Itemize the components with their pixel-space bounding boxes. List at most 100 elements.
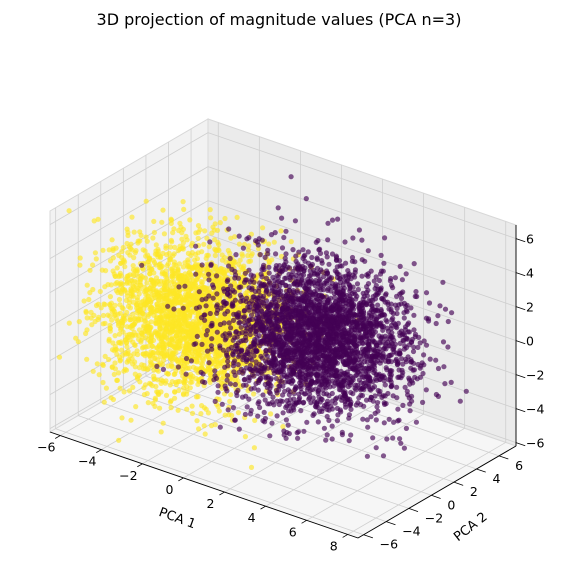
data-point [217, 424, 223, 430]
data-point [388, 322, 395, 328]
data-point [267, 433, 273, 439]
data-point [411, 344, 417, 350]
data-point [394, 325, 400, 331]
data-point [411, 367, 417, 373]
data-point [388, 275, 394, 282]
data-point [232, 381, 238, 388]
data-point [132, 315, 138, 321]
data-point [321, 369, 327, 375]
data-point [258, 271, 264, 277]
data-point [345, 384, 351, 390]
data-point [199, 349, 205, 355]
data-point [140, 366, 146, 372]
data-point [307, 263, 313, 269]
data-point [123, 367, 130, 373]
data-point [236, 352, 242, 358]
data-point [233, 252, 239, 258]
data-point [246, 267, 252, 273]
data-point [294, 430, 300, 436]
data-point [301, 428, 307, 434]
data-point [129, 214, 135, 220]
data-point [158, 429, 164, 435]
data-point [236, 241, 242, 247]
data-point [248, 272, 254, 278]
data-point [145, 312, 151, 318]
data-point [118, 273, 124, 279]
data-point [384, 436, 390, 442]
data-point [283, 251, 289, 257]
data-point [371, 384, 378, 390]
data-point [397, 263, 403, 269]
data-point [247, 344, 253, 350]
data-point [325, 369, 331, 375]
data-point [186, 314, 192, 321]
grid-z-right [207, 166, 517, 273]
data-point [395, 406, 401, 412]
data-point [127, 314, 133, 321]
data-point [163, 245, 169, 251]
data-point [217, 370, 223, 376]
data-point [154, 345, 161, 351]
data-point [234, 392, 240, 399]
data-point [445, 344, 451, 350]
data-point [320, 387, 326, 393]
data-point [242, 270, 248, 276]
data-point [189, 264, 195, 270]
data-point [345, 380, 351, 386]
data-point [272, 277, 278, 284]
data-point [215, 354, 221, 360]
data-point [163, 296, 170, 302]
data-point [149, 343, 155, 349]
data-point [180, 199, 186, 205]
data-point [114, 377, 120, 383]
data-point [168, 257, 174, 263]
data-point [235, 410, 241, 416]
data-point [117, 310, 123, 316]
data-point [194, 333, 200, 339]
data-point [172, 395, 178, 401]
data-point [323, 250, 329, 256]
data-point [390, 315, 396, 321]
data-point [124, 273, 130, 279]
data-point [227, 398, 233, 404]
data-point [246, 285, 252, 291]
data-point [185, 365, 191, 371]
data-point [159, 308, 165, 314]
data-point [148, 319, 154, 325]
data-point [229, 303, 235, 309]
data-point [164, 263, 170, 269]
data-point [169, 324, 175, 330]
data-point [273, 306, 279, 312]
data-point [126, 244, 132, 250]
data-point [127, 305, 133, 311]
data-point [289, 322, 295, 328]
data-point [122, 288, 128, 294]
data-point [108, 282, 114, 288]
data-point [192, 257, 198, 263]
data-point [315, 419, 321, 425]
data-point [84, 282, 90, 288]
data-point [290, 268, 296, 275]
data-point [206, 244, 212, 250]
data-point [103, 385, 109, 391]
data-point [109, 317, 115, 323]
data-point [372, 307, 378, 313]
data-point [238, 264, 244, 270]
data-point [390, 435, 396, 441]
data-point [364, 272, 370, 278]
data-point [394, 310, 400, 317]
data-point [381, 260, 387, 266]
data-point [305, 249, 311, 255]
data-point [102, 284, 108, 290]
data-point [370, 435, 376, 441]
data-point [185, 257, 191, 263]
data-point [218, 268, 224, 274]
data-point [251, 391, 257, 397]
data-point [114, 265, 120, 271]
data-point [216, 396, 222, 402]
data-point [119, 415, 125, 421]
data-point [160, 366, 166, 372]
data-point [144, 280, 150, 286]
data-point [144, 287, 150, 293]
data-point [352, 267, 358, 273]
